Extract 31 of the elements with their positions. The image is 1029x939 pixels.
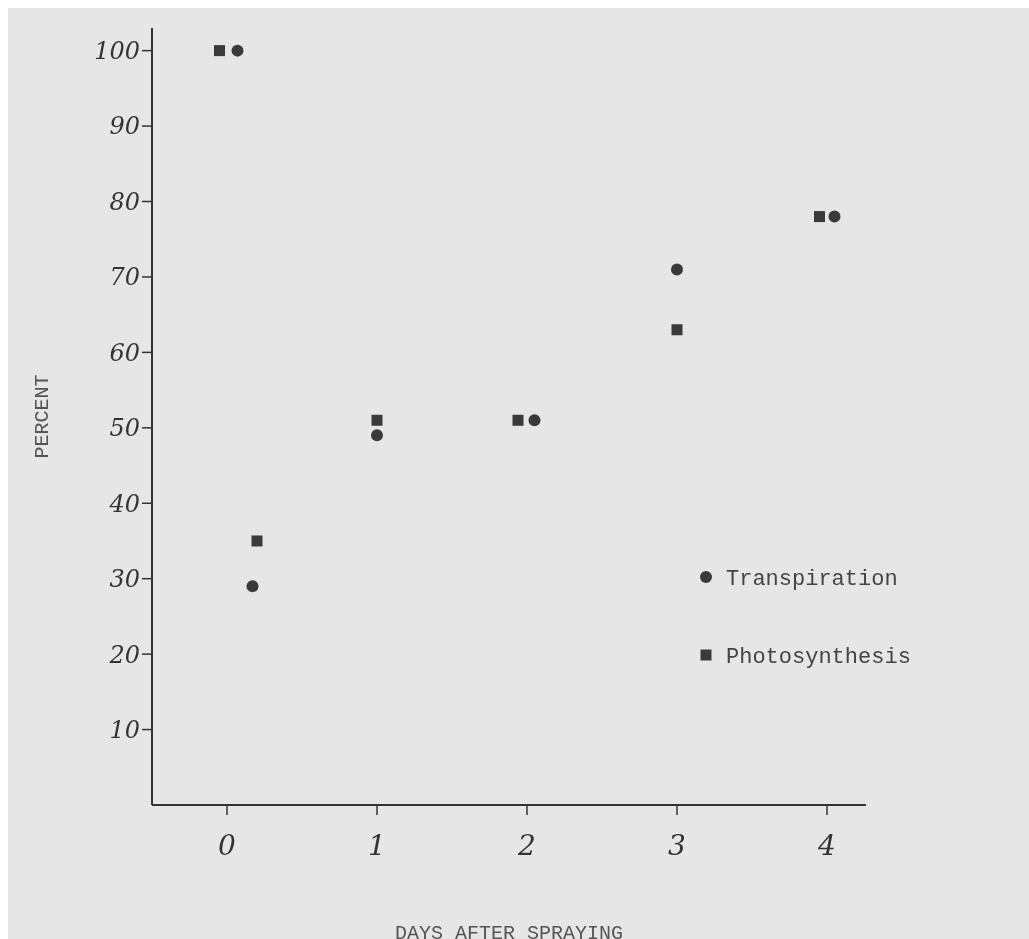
x-tick-label: 1 (368, 829, 386, 862)
y-tick-label: 10 (109, 715, 140, 744)
point (671, 263, 683, 276)
point (214, 45, 225, 57)
y-tick-label: 80 (109, 187, 140, 216)
y-tick-label: 30 (109, 565, 140, 594)
y-axis-title: PERCENT (31, 374, 54, 459)
x-axis-title: DAYS AFTER SPRAYING (394, 922, 624, 939)
point (814, 211, 825, 223)
point (512, 414, 524, 426)
point (231, 44, 244, 57)
y-tick-label: 40 (108, 489, 140, 518)
x-tick-label: 3 (668, 829, 686, 862)
y-tick-label: 60 (109, 338, 140, 367)
point (246, 580, 259, 593)
point (251, 535, 263, 547)
y-tick-label: 70 (109, 263, 140, 292)
x-tick-label: 0 (218, 829, 236, 862)
point (371, 429, 383, 442)
point (371, 414, 383, 426)
y-tick-label: 20 (108, 640, 140, 669)
legend-label: Transpiration (726, 566, 898, 592)
x-tick-label: 4 (817, 829, 836, 862)
y-tick-label: 50 (109, 414, 140, 443)
point (528, 414, 541, 427)
y-tick-label: 90 (109, 112, 140, 141)
point (671, 324, 683, 336)
x-tick-label: 2 (517, 829, 536, 862)
point (828, 210, 841, 223)
legend-label: Photosynthesis (726, 644, 911, 670)
y-tick-label: 100 (94, 37, 140, 66)
